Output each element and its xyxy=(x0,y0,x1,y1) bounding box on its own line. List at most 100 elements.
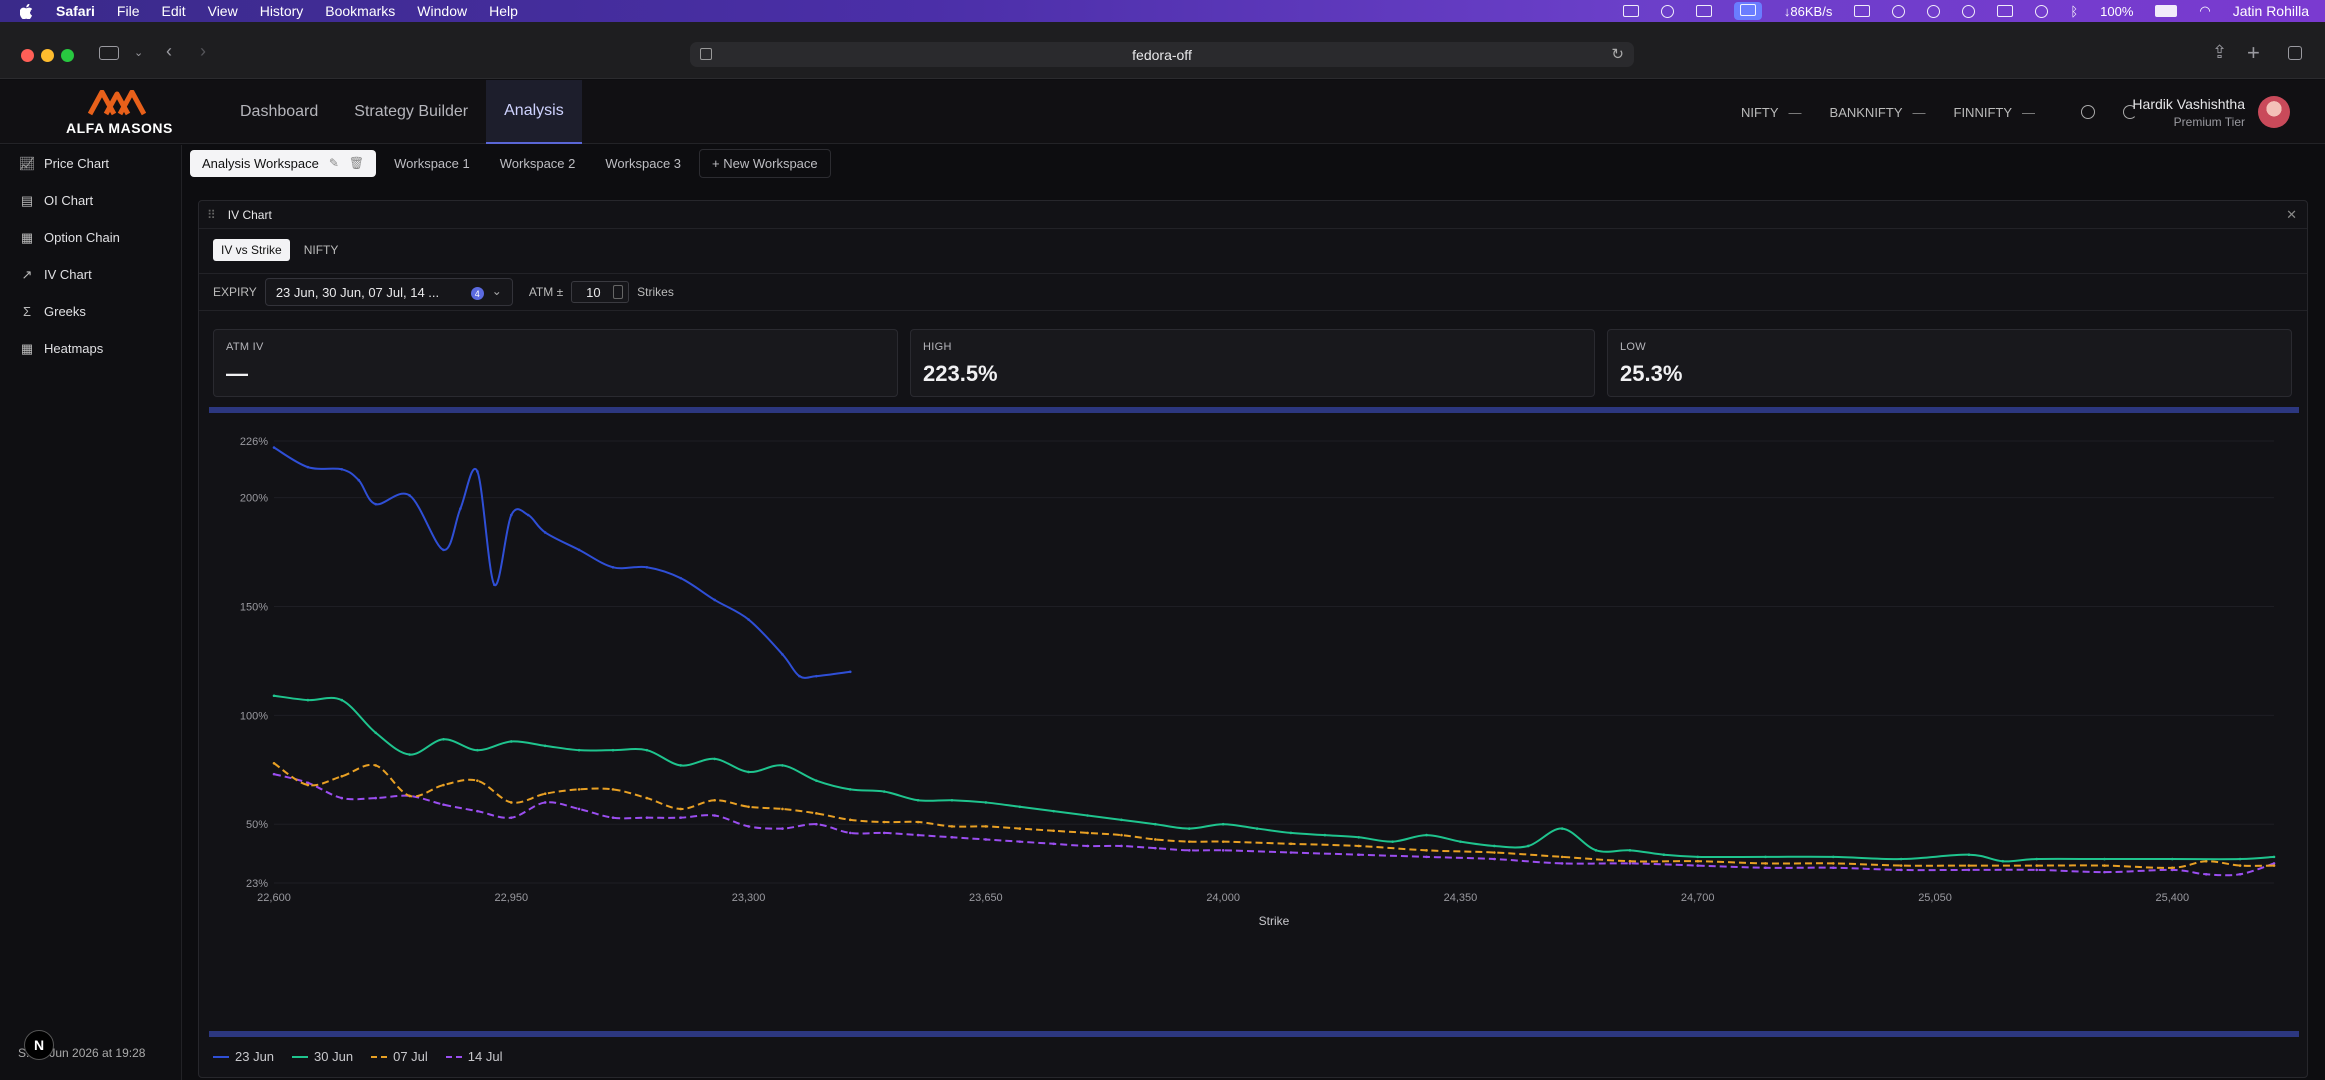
sidebar-item-iv-chart[interactable]: ↗ IV Chart xyxy=(0,256,181,293)
screen-status-icon[interactable] xyxy=(1695,5,1712,17)
alfa-masons-logo[interactable]: ALFA MASONS xyxy=(66,89,172,136)
tab-iv-vs-strike[interactable]: IV vs Strike xyxy=(213,239,290,261)
atm-strikes-input[interactable]: 10 xyxy=(571,281,630,303)
new-tab-icon[interactable]: + xyxy=(2247,40,2260,65)
data-point xyxy=(645,748,649,752)
address-bar[interactable]: fedora-off ↻ xyxy=(690,42,1634,67)
sidebar-item-price-chart[interactable]: 📈︎ Price Chart xyxy=(0,145,181,182)
data-point xyxy=(713,798,716,802)
trash-icon[interactable]: 🗑︎ xyxy=(348,156,365,170)
zoom-window-button[interactable] xyxy=(61,49,74,62)
sidebar-item-heatmaps[interactable]: ▦ Heatmaps xyxy=(0,330,181,367)
tabs-overview-icon[interactable] xyxy=(2288,46,2302,60)
drag-handle-icon[interactable]: ⠿ xyxy=(207,207,216,222)
range-slider-bottom[interactable] xyxy=(209,1031,2299,1037)
stepper-icon[interactable] xyxy=(613,285,624,299)
info-icon[interactable] xyxy=(1892,4,1906,18)
play-icon[interactable] xyxy=(1962,4,1976,18)
menu-edit[interactable]: Edit xyxy=(161,3,186,19)
back-icon[interactable]: ‹ xyxy=(166,41,172,61)
vpn-icon[interactable] xyxy=(1927,4,1941,18)
menu-file[interactable]: File xyxy=(116,3,140,19)
data-point xyxy=(543,801,547,804)
legend-item[interactable]: 23 Jun xyxy=(213,1049,274,1064)
legend-item[interactable]: 30 Jun xyxy=(292,1049,353,1064)
sidebar-item-oi-chart[interactable]: ▤ OI Chart xyxy=(0,182,181,219)
data-point xyxy=(1187,840,1191,843)
theme-toggle-icon[interactable] xyxy=(2123,105,2137,119)
data-point xyxy=(374,796,377,800)
nav-dashboard[interactable]: Dashboard xyxy=(240,103,319,120)
new-workspace-button[interactable]: + New Workspace xyxy=(699,148,831,178)
data-point xyxy=(679,816,683,819)
legend-item[interactable]: 07 Jul xyxy=(371,1049,428,1064)
avatar[interactable] xyxy=(2258,96,2290,128)
sidebar-item-option-chain[interactable]: ▦ Option Chain xyxy=(0,219,181,256)
reload-icon[interactable]: ↻ xyxy=(1611,46,1624,63)
workspace-tab-analysis[interactable]: Analysis Workspace ✎ 🗑︎ xyxy=(190,149,377,177)
minimize-window-button[interactable] xyxy=(41,49,54,62)
data-point xyxy=(1391,840,1394,843)
screen-share-icon[interactable] xyxy=(1733,2,1762,20)
ticker-finnifty[interactable]: FINNIFTY — xyxy=(1954,105,2036,120)
legend-item[interactable]: 14 Jul xyxy=(445,1049,503,1064)
user-info[interactable]: Hardik Vashishtha Premium Tier xyxy=(2132,96,2245,129)
n-badge[interactable]: N xyxy=(24,1030,54,1060)
data-point xyxy=(577,748,581,752)
data-point xyxy=(306,698,310,702)
box-status-icon[interactable] xyxy=(1660,4,1674,18)
expiry-select[interactable]: 23 Jun, 30 Jun, 07 Jul, 14 ... 4 ⌄ xyxy=(264,278,513,306)
data-point xyxy=(1526,844,1530,848)
menu-app-name[interactable]: Safari xyxy=(56,3,95,19)
data-point xyxy=(950,798,954,802)
data-point xyxy=(1764,855,1767,859)
apple-menu-icon[interactable] xyxy=(20,3,34,19)
battery-icon[interactable] xyxy=(2155,5,2178,17)
data-point xyxy=(2171,857,2174,861)
menu-history[interactable]: History xyxy=(259,3,304,19)
nav-analysis[interactable]: Analysis xyxy=(486,80,582,144)
nav-strategy-builder[interactable]: Strategy Builder xyxy=(354,103,469,120)
data-point xyxy=(1052,829,1055,833)
menu-view[interactable]: View xyxy=(207,3,238,19)
workspace-tab-2[interactable]: Workspace 2 xyxy=(499,155,576,171)
display-icon[interactable] xyxy=(1854,5,1871,17)
sidebar-toggle-icon[interactable] xyxy=(99,46,119,60)
ticker-name: FINNIFTY xyxy=(1953,104,2013,120)
iv-strike-chart: 226% 200% 150% 100% 50% 23% 22,600 22,950 23,300… xyxy=(240,436,2276,928)
close-icon[interactable]: ✕ xyxy=(2286,207,2297,222)
share-icon[interactable]: ⇪ xyxy=(2212,42,2228,62)
data-point xyxy=(272,772,276,776)
workspace-tab-3[interactable]: Workspace 3 xyxy=(605,155,682,171)
menu-window[interactable]: Window xyxy=(417,3,468,19)
close-window-button[interactable] xyxy=(21,49,34,62)
menu-bookmarks[interactable]: Bookmarks xyxy=(325,3,396,19)
data-point xyxy=(1560,855,1564,859)
data-point xyxy=(713,757,716,761)
wifi-icon[interactable]: ◠ xyxy=(2199,3,2211,18)
ticker-banknifty[interactable]: BANKNIFTY — xyxy=(1830,105,1926,120)
forward-icon[interactable]: › xyxy=(200,41,206,61)
range-slider-top[interactable] xyxy=(209,407,2299,413)
bluetooth-icon[interactable]: ᛒ xyxy=(2070,3,2079,19)
data-point xyxy=(984,801,988,804)
chevron-down-icon[interactable]: ⌄ xyxy=(134,47,144,59)
ticker-value: — xyxy=(1912,104,1926,120)
tab-nifty[interactable]: NIFTY xyxy=(303,243,339,257)
workspace-tab-1[interactable]: Workspace 1 xyxy=(394,155,470,171)
workspace-tabs: Analysis Workspace ✎ 🗑︎ Workspace 1 Work… xyxy=(190,148,831,178)
data-point xyxy=(781,827,784,830)
menubar-user[interactable]: Jatin Rohilla xyxy=(2232,3,2309,19)
refresh-icon[interactable] xyxy=(2081,105,2095,119)
data-point xyxy=(1696,859,1700,863)
ticker-nifty[interactable]: NIFTY — xyxy=(1741,105,1802,120)
grid-status-icon[interactable] xyxy=(1622,5,1639,17)
data-point xyxy=(916,833,920,837)
keyboard-icon[interactable] xyxy=(1997,5,2014,17)
menu-help[interactable]: Help xyxy=(489,3,518,19)
data-point xyxy=(543,531,547,534)
data-point xyxy=(1221,849,1225,852)
sidebar-item-greeks[interactable]: Σ Greeks xyxy=(0,293,181,330)
edit-icon[interactable]: ✎ xyxy=(328,156,339,170)
user-icon[interactable] xyxy=(2035,4,2049,18)
